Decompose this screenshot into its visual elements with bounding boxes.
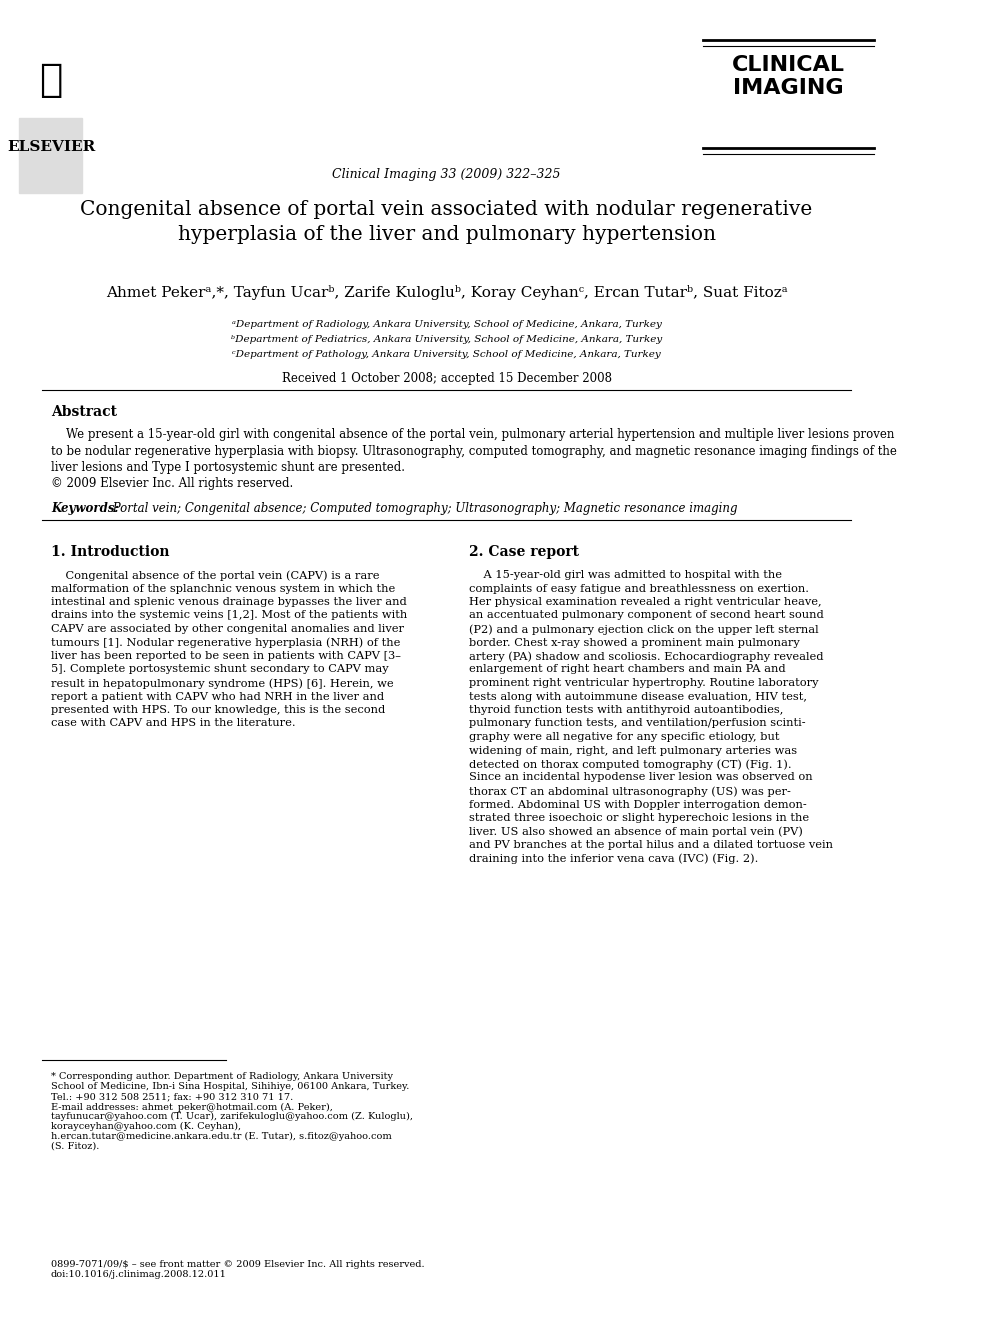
Text: Since an incidental hypodense liver lesion was observed on: Since an incidental hypodense liver lesi… (469, 772, 813, 783)
Text: korayceyhan@yahoo.com (K. Ceyhan),: korayceyhan@yahoo.com (K. Ceyhan), (50, 1122, 242, 1131)
Text: an accentuated pulmonary component of second heart sound: an accentuated pulmonary component of se… (469, 610, 824, 620)
Text: liver. US also showed an absence of main portal vein (PV): liver. US also showed an absence of main… (469, 826, 803, 837)
Text: formed. Abdominal US with Doppler interrogation demon-: formed. Abdominal US with Doppler interr… (469, 800, 807, 809)
Text: 0899-7071/09/$ – see front matter © 2009 Elsevier Inc. All rights reserved.: 0899-7071/09/$ – see front matter © 2009… (50, 1261, 425, 1269)
Text: widening of main, right, and left pulmonary arteries was: widening of main, right, and left pulmon… (469, 746, 797, 755)
Text: drains into the systemic veins [1,2]. Most of the patients with: drains into the systemic veins [1,2]. Mo… (50, 610, 407, 620)
Text: thyroid function tests with antithyroid autoantibodies,: thyroid function tests with antithyroid … (469, 705, 783, 715)
Text: strated three isoechoic or slight hyperechoic lesions in the: strated three isoechoic or slight hypere… (469, 813, 809, 822)
Text: doi:10.1016/j.clinimag.2008.12.011: doi:10.1016/j.clinimag.2008.12.011 (50, 1270, 227, 1279)
Text: border. Chest x-ray showed a prominent main pulmonary: border. Chest x-ray showed a prominent m… (469, 638, 800, 648)
Text: Keywords:: Keywords: (50, 502, 119, 515)
Text: Clinical Imaging 33 (2009) 322–325: Clinical Imaging 33 (2009) 322–325 (333, 168, 560, 181)
Text: ᵃDepartment of Radiology, Ankara University, School of Medicine, Ankara, Turkey: ᵃDepartment of Radiology, Ankara Univers… (232, 319, 661, 329)
Text: tayfunucar@yahoo.com (T. Ucar), zarifekuloglu@yahoo.com (Z. Kuloglu),: tayfunucar@yahoo.com (T. Ucar), zarifeku… (50, 1111, 413, 1121)
Text: ᶜDepartment of Pathology, Ankara University, School of Medicine, Ankara, Turkey: ᶜDepartment of Pathology, Ankara Univers… (233, 350, 661, 359)
Text: 5]. Complete portosystemic shunt secondary to CAPV may: 5]. Complete portosystemic shunt seconda… (50, 664, 389, 675)
Text: Congenital absence of portal vein associated with nodular regenerative
hyperplas: Congenital absence of portal vein associ… (80, 201, 813, 244)
Text: case with CAPV and HPS in the literature.: case with CAPV and HPS in the literature… (50, 718, 296, 729)
Text: CAPV are associated by other congenital anomalies and liver: CAPV are associated by other congenital … (50, 624, 404, 634)
Text: graphy were all negative for any specific etiology, but: graphy were all negative for any specifi… (469, 733, 779, 742)
Text: (P2) and a pulmonary ejection click on the upper left sternal: (P2) and a pulmonary ejection click on t… (469, 624, 819, 635)
Text: liver has been reported to be seen in patients with CAPV [3–: liver has been reported to be seen in pa… (50, 651, 401, 661)
Text: School of Medicine, Ibn-i Sina Hospital, Sihihiye, 06100 Ankara, Turkey.: School of Medicine, Ibn-i Sina Hospital,… (50, 1082, 409, 1092)
Bar (20, 117, 82, 193)
Text: 1. Introduction: 1. Introduction (50, 545, 169, 558)
Text: h.ercan.tutar@medicine.ankara.edu.tr (E. Tutar), s.fitoz@yahoo.com: h.ercan.tutar@medicine.ankara.edu.tr (E.… (50, 1133, 392, 1140)
Text: Her physical examination revealed a right ventricular heave,: Her physical examination revealed a righ… (469, 597, 822, 607)
Text: ELSEVIER: ELSEVIER (7, 140, 95, 154)
Text: draining into the inferior vena cava (IVC) (Fig. 2).: draining into the inferior vena cava (IV… (469, 854, 758, 865)
Text: ᵇDepartment of Pediatrics, Ankara University, School of Medicine, Ankara, Turkey: ᵇDepartment of Pediatrics, Ankara Univer… (231, 335, 662, 345)
Text: Portal vein; Congenital absence; Computed tomography; Ultrasonography; Magnetic : Portal vein; Congenital absence; Compute… (109, 502, 738, 515)
Text: malformation of the splanchnic venous system in which the: malformation of the splanchnic venous sy… (50, 583, 395, 594)
Text: detected on thorax computed tomography (CT) (Fig. 1).: detected on thorax computed tomography (… (469, 759, 792, 770)
Text: Tel.: +90 312 508 2511; fax: +90 312 310 71 17.: Tel.: +90 312 508 2511; fax: +90 312 310… (50, 1092, 293, 1101)
Text: * Corresponding author. Department of Radiology, Ankara University: * Corresponding author. Department of Ra… (50, 1072, 393, 1081)
Text: report a patient with CAPV who had NRH in the liver and: report a patient with CAPV who had NRH i… (50, 692, 384, 701)
Text: presented with HPS. To our knowledge, this is the second: presented with HPS. To our knowledge, th… (50, 705, 385, 715)
Text: tests along with autoimmune disease evaluation, HIV test,: tests along with autoimmune disease eval… (469, 692, 807, 701)
Text: 2. Case report: 2. Case report (469, 545, 579, 558)
Text: tumours [1]. Nodular regenerative hyperplasia (NRH) of the: tumours [1]. Nodular regenerative hyperp… (50, 638, 400, 648)
Text: pulmonary function tests, and ventilation/perfusion scinti-: pulmonary function tests, and ventilatio… (469, 718, 806, 729)
Text: (S. Fitoz).: (S. Fitoz). (50, 1142, 99, 1151)
Text: result in hepatopulmonary syndrome (HPS) [6]. Herein, we: result in hepatopulmonary syndrome (HPS)… (50, 678, 394, 689)
Text: CLINICAL
IMAGING: CLINICAL IMAGING (732, 55, 844, 98)
Text: Congenital absence of the portal vein (CAPV) is a rare: Congenital absence of the portal vein (C… (50, 570, 379, 581)
Text: We present a 15-year-old girl with congenital absence of the portal vein, pulmon: We present a 15-year-old girl with conge… (50, 428, 897, 491)
Text: and PV branches at the portal hilus and a dilated tortuose vein: and PV branches at the portal hilus and … (469, 840, 833, 850)
Text: 🌳: 🌳 (40, 61, 62, 99)
Text: complaints of easy fatigue and breathlessness on exertion.: complaints of easy fatigue and breathles… (469, 583, 809, 594)
Text: A 15-year-old girl was admitted to hospital with the: A 15-year-old girl was admitted to hospi… (469, 570, 782, 579)
Text: intestinal and splenic venous drainage bypasses the liver and: intestinal and splenic venous drainage b… (50, 597, 407, 607)
Text: thorax CT an abdominal ultrasonography (US) was per-: thorax CT an abdominal ultrasonography (… (469, 785, 791, 796)
Text: Ahmet Pekerᵃ,*, Tayfun Ucarᵇ, Zarife Kulogluᵇ, Koray Ceyhanᶜ, Ercan Tutarᵇ, Suat: Ahmet Pekerᵃ,*, Tayfun Ucarᵇ, Zarife Kul… (106, 285, 787, 300)
Text: prominent right ventricular hypertrophy. Routine laboratory: prominent right ventricular hypertrophy.… (469, 678, 819, 688)
Text: Abstract: Abstract (50, 405, 117, 418)
Text: enlargement of right heart chambers and main PA and: enlargement of right heart chambers and … (469, 664, 786, 675)
Text: E-mail addresses: ahmet_peker@hotmail.com (A. Peker),: E-mail addresses: ahmet_peker@hotmail.co… (50, 1102, 333, 1111)
Text: artery (PA) shadow and scoliosis. Echocardiography revealed: artery (PA) shadow and scoliosis. Echoca… (469, 651, 824, 661)
Text: Received 1 October 2008; accepted 15 December 2008: Received 1 October 2008; accepted 15 Dec… (281, 372, 612, 385)
